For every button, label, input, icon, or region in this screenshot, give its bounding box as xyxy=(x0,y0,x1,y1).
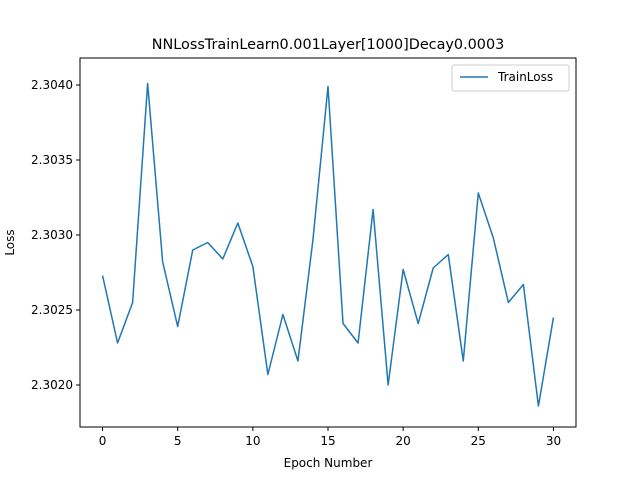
series-points xyxy=(102,83,554,407)
y-tick-label: 2.3025 xyxy=(31,303,73,317)
y-tick-label: 2.3035 xyxy=(31,153,73,167)
legend: TrainLoss xyxy=(451,64,570,92)
x-tick-label: 10 xyxy=(245,434,260,448)
y-tick-label: 2.3040 xyxy=(31,78,73,92)
x-tick-label: 5 xyxy=(174,434,182,448)
y-tick-label: 2.3030 xyxy=(31,228,73,242)
x-axis: 0 5 10 15 20 25 30 xyxy=(99,427,561,448)
x-tick-label: 15 xyxy=(320,434,335,448)
x-tick-label: 0 xyxy=(99,434,107,448)
legend-box xyxy=(451,64,570,92)
legend-label-trainloss: TrainLoss xyxy=(497,70,553,84)
x-tick-label: 30 xyxy=(546,434,561,448)
x-axis-label: Epoch Number xyxy=(284,456,373,470)
y-tick-label: 2.3020 xyxy=(31,378,73,392)
chart-title: NNLossTrainLearn0.001Layer[1000]Decay0.0… xyxy=(152,37,505,53)
y-axis-label: Loss xyxy=(3,229,17,255)
x-tick-label: 25 xyxy=(471,434,486,448)
x-tick-label: 20 xyxy=(396,434,411,448)
y-axis: 2.3020 2.3025 2.3030 2.3035 2.3040 xyxy=(31,78,80,392)
plot-area xyxy=(101,82,555,407)
